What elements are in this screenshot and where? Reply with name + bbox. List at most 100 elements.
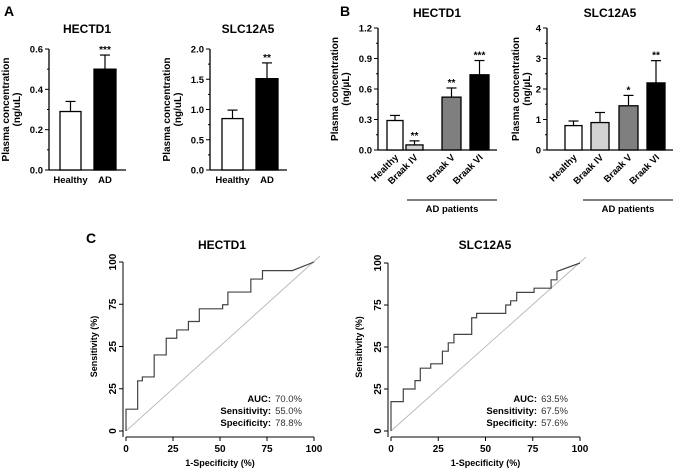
- significance-marker: **: [263, 53, 271, 64]
- y-tick-label: 0.0: [191, 166, 204, 177]
- y-axis-label-line: Plasma concentration: [162, 58, 173, 162]
- y-tick-label: 0.0: [359, 146, 372, 157]
- annotation-value: 57.6%: [541, 418, 568, 429]
- annotation-value: 70.0%: [275, 394, 302, 405]
- y-axis-label: Plasma concentration(ng/uL): [1, 58, 23, 162]
- y-tick-label: 0.5: [191, 135, 205, 146]
- y-tick-label: 2: [536, 85, 541, 96]
- y-tick-label: 0.9: [359, 54, 372, 65]
- group-label: AD patients: [426, 204, 479, 215]
- panel-label-c: C: [86, 230, 96, 246]
- x-tick-label: 50: [480, 444, 492, 455]
- significance-marker: **: [448, 78, 456, 89]
- annotation-label: Specificity:: [486, 418, 537, 429]
- annotation-auc: AUC: 70.0%: [247, 394, 302, 405]
- significance-marker: ***: [99, 45, 111, 56]
- chart-title: SLC12A5: [459, 238, 512, 252]
- y-axis-label: Plasma concentration(ng/uL): [162, 58, 184, 162]
- chart-title: HECTD1: [413, 6, 461, 20]
- y-tick-label: 0: [536, 146, 541, 157]
- x-tick-label: 0: [123, 444, 129, 455]
- bar-braak-v: [441, 96, 462, 151]
- panel-label-a: A: [4, 3, 14, 19]
- significance-marker: ***: [474, 51, 486, 62]
- chart-title: SLC12A5: [222, 22, 275, 36]
- bar-braak-vi: [469, 74, 490, 151]
- annotation-value: 63.5%: [541, 394, 568, 405]
- annotation-label: Sensitivity:: [220, 406, 271, 417]
- significance-marker: **: [652, 51, 660, 62]
- annotation-specificity: Specificity: 57.6%: [486, 418, 568, 429]
- chart-title: HECTD1: [198, 238, 246, 252]
- annotation-value: 55.0%: [275, 406, 302, 417]
- y-tick-label: 1.5: [191, 75, 205, 86]
- bar-braak-vi: [646, 82, 666, 151]
- y-tick-label: 100: [373, 254, 384, 271]
- y-tick-label: 0.6: [359, 85, 372, 96]
- bar-ad: [93, 68, 117, 171]
- chart-title: HECTD1: [63, 22, 111, 36]
- y-axis-label: Sensitivity (%): [89, 316, 99, 378]
- roc-curve: [125, 261, 315, 431]
- y-tick-label: 100: [108, 253, 119, 270]
- bar-healthy: [564, 124, 583, 151]
- y-tick-label: 25: [108, 383, 119, 395]
- y-tick-label: 75: [373, 299, 384, 311]
- x-tick-label: Healthy: [53, 175, 88, 186]
- x-tick-label: 75: [261, 444, 273, 455]
- y-tick-label: 0.4: [30, 85, 44, 96]
- panel-label-b: B: [340, 3, 350, 19]
- y-tick-label: 4: [536, 24, 542, 35]
- bar-healthy: [386, 119, 404, 151]
- y-tick-label: 0: [108, 428, 119, 434]
- y-axis-label-line: Plasma concentration: [330, 37, 341, 141]
- y-axis-label-line: (ng/µL): [341, 72, 352, 106]
- x-tick-label: 75: [527, 444, 539, 455]
- x-tick-label: Braak VI: [627, 152, 662, 187]
- y-axis-label: Sensitivity (%): [354, 316, 364, 378]
- annotation-label: Specificity:: [220, 418, 271, 429]
- roc-chart-hectd1: HECTD1 0 25 50 75 100 0 25 25 75 100 1-Specificity …: [89, 238, 323, 468]
- bar-chart-b-hectd1: HECTD1 Plasma concentration(ng/µL) 0.0 0.3 0…: [330, 6, 497, 215]
- x-tick-label: Braak VI: [451, 152, 486, 187]
- bar-healthy: [221, 117, 244, 171]
- y-tick-label: 0: [373, 428, 384, 434]
- x-tick-label: 100: [306, 444, 323, 455]
- annotation-sensitivity: Sensitivity: 67.5%: [486, 406, 568, 417]
- x-tick-label: AD: [260, 175, 274, 186]
- x-tick-label: 0: [388, 444, 394, 455]
- y-tick-label: 25: [373, 383, 384, 395]
- annotation-specificity: Specificity: 78.8%: [220, 418, 302, 429]
- bar-braak-v: [618, 105, 639, 151]
- x-tick-label: 25: [167, 444, 179, 455]
- x-tick-label: AD: [98, 175, 112, 186]
- bar-chart-a-hectd1: HECTD1 Plasma concentration(ng/uL) 0.0 0.2 0…: [1, 22, 126, 186]
- significance-marker: **: [411, 131, 419, 142]
- reference-diagonal: [390, 256, 587, 432]
- y-tick-label: 2.0: [191, 45, 204, 56]
- y-tick-label: 1: [536, 115, 542, 126]
- y-tick-label: 0.2: [30, 125, 43, 136]
- y-axis-label-line: Plasma concentration: [511, 37, 522, 141]
- annotation-sensitivity: Sensitivity: 55.0%: [220, 406, 302, 417]
- y-axis-label-line: Plasma concentration: [1, 58, 12, 162]
- y-tick-label: 75: [108, 298, 119, 310]
- annotation-label: AUC:: [513, 394, 537, 405]
- reference-diagonal: [125, 255, 321, 432]
- y-tick-label: 1.0: [191, 105, 204, 116]
- roc-curve: [390, 262, 581, 431]
- significance-marker: *: [627, 85, 631, 96]
- y-axis-label-line: (ng/µL): [522, 72, 533, 106]
- roc-chart-slc12a5: SLC12A5 0 25 50 75 100 0 25 25 75 100 1-Specificity…: [354, 238, 589, 468]
- annotation-auc: AUC: 63.5%: [513, 394, 568, 405]
- bar-braak-iv: [590, 121, 610, 151]
- x-tick-label: 100: [572, 444, 589, 455]
- bar-ad: [255, 77, 279, 171]
- annotation-label: Sensitivity:: [486, 406, 537, 417]
- y-tick-label: 0.6: [30, 45, 43, 56]
- y-axis-label: Plasma concentration(ng/µL): [330, 37, 352, 141]
- y-axis-label-line: (ng/uL): [12, 93, 23, 127]
- annotation-value: 78.8%: [275, 418, 302, 429]
- y-tick-label: 0.0: [30, 166, 43, 177]
